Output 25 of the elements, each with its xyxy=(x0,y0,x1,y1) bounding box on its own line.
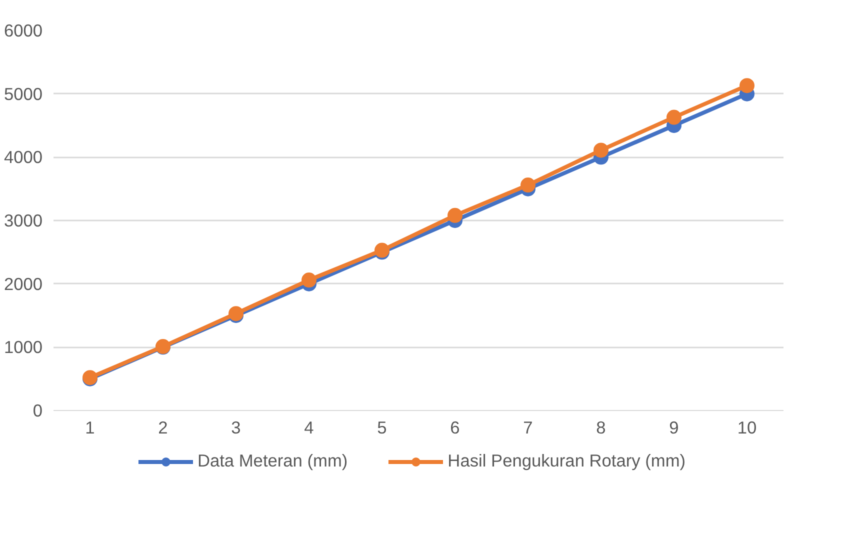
x-tick-label: 1 xyxy=(85,418,95,438)
x-tick-label: 10 xyxy=(737,418,757,438)
y-tick-label: 5000 xyxy=(4,84,43,104)
point xyxy=(520,178,536,193)
x-tick-label: 2 xyxy=(158,418,168,438)
legend-label: Hasil Pengukuran Rotary (mm) xyxy=(448,450,686,472)
legend-label: Data Meteran (mm) xyxy=(197,450,348,472)
x-tick-label: 5 xyxy=(377,418,387,438)
point xyxy=(740,78,754,94)
point xyxy=(594,142,608,158)
y-tick-label: 3000 xyxy=(4,210,43,230)
point xyxy=(666,110,682,125)
x-tick-label: 9 xyxy=(669,418,679,438)
x-tick-label: 8 xyxy=(596,418,606,438)
x-tick-label: 7 xyxy=(523,418,533,438)
point xyxy=(302,272,316,288)
y-tick-label: 2000 xyxy=(4,274,43,294)
y-tick-label: 0 xyxy=(32,400,43,420)
point xyxy=(448,208,462,223)
x-tick-label: 6 xyxy=(450,418,460,438)
y-tick-label: 1000 xyxy=(4,337,43,358)
y-tick-label: 4000 xyxy=(4,147,43,168)
y-tick-label: 6000 xyxy=(4,20,43,40)
x-tick-label: 3 xyxy=(231,418,241,438)
x-tick-label: 4 xyxy=(304,418,314,438)
